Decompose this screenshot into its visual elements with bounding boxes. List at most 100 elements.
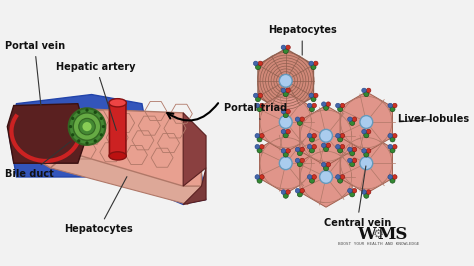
Circle shape — [286, 45, 290, 50]
Circle shape — [281, 149, 286, 153]
Text: Hepatocytes: Hepatocytes — [268, 26, 337, 55]
Circle shape — [311, 64, 316, 70]
Circle shape — [307, 144, 312, 149]
Circle shape — [366, 88, 371, 93]
Circle shape — [73, 113, 101, 140]
Circle shape — [255, 97, 261, 102]
Polygon shape — [73, 145, 197, 205]
Circle shape — [366, 129, 371, 134]
Circle shape — [307, 103, 312, 108]
Circle shape — [255, 134, 260, 138]
Circle shape — [283, 113, 288, 118]
Polygon shape — [340, 92, 392, 152]
Circle shape — [364, 152, 369, 157]
Circle shape — [337, 137, 343, 142]
Text: Portal vein: Portal vein — [5, 41, 65, 106]
Circle shape — [326, 102, 330, 106]
Circle shape — [77, 139, 81, 143]
Circle shape — [319, 129, 332, 142]
Circle shape — [255, 64, 261, 70]
Polygon shape — [183, 113, 206, 186]
Circle shape — [283, 193, 288, 198]
Circle shape — [321, 102, 326, 106]
Circle shape — [388, 134, 392, 138]
Circle shape — [350, 161, 355, 167]
Polygon shape — [7, 104, 87, 163]
Circle shape — [323, 147, 328, 152]
Circle shape — [347, 147, 352, 152]
Circle shape — [366, 149, 371, 153]
Circle shape — [286, 109, 290, 114]
Polygon shape — [260, 92, 312, 152]
Circle shape — [254, 93, 258, 98]
Text: Hepatic artery: Hepatic artery — [56, 62, 136, 130]
Circle shape — [283, 92, 288, 97]
Circle shape — [326, 162, 330, 167]
Circle shape — [310, 148, 314, 153]
Circle shape — [258, 61, 263, 66]
Circle shape — [340, 144, 345, 149]
FancyArrowPatch shape — [167, 103, 218, 120]
Circle shape — [260, 144, 264, 149]
Circle shape — [311, 97, 316, 102]
Circle shape — [300, 188, 304, 193]
Circle shape — [340, 103, 345, 108]
Circle shape — [295, 188, 300, 193]
Circle shape — [392, 134, 397, 138]
Circle shape — [340, 175, 345, 179]
Text: Central vein: Central vein — [324, 166, 391, 228]
Circle shape — [297, 161, 302, 167]
Circle shape — [360, 157, 373, 170]
Circle shape — [347, 188, 352, 193]
Circle shape — [310, 178, 314, 183]
Circle shape — [390, 107, 395, 112]
Circle shape — [297, 120, 302, 126]
Circle shape — [362, 88, 366, 93]
Circle shape — [337, 148, 343, 153]
Circle shape — [313, 61, 318, 66]
Circle shape — [257, 178, 262, 183]
Text: Portal triad: Portal triad — [224, 103, 288, 119]
Circle shape — [79, 118, 95, 135]
Circle shape — [390, 178, 395, 183]
Circle shape — [297, 151, 302, 156]
Polygon shape — [183, 172, 206, 205]
Circle shape — [257, 148, 262, 153]
Circle shape — [69, 108, 105, 145]
Circle shape — [388, 175, 392, 179]
Circle shape — [286, 88, 290, 93]
Ellipse shape — [109, 99, 127, 107]
Polygon shape — [340, 133, 392, 193]
Circle shape — [69, 125, 72, 128]
Circle shape — [260, 175, 264, 179]
Circle shape — [309, 61, 313, 66]
Circle shape — [100, 133, 103, 136]
Circle shape — [281, 129, 286, 134]
Circle shape — [102, 125, 105, 128]
Polygon shape — [27, 108, 69, 168]
Polygon shape — [300, 147, 352, 207]
Circle shape — [255, 103, 260, 108]
Circle shape — [286, 190, 290, 194]
Circle shape — [295, 117, 300, 122]
Circle shape — [257, 107, 262, 112]
Polygon shape — [183, 168, 206, 205]
Circle shape — [336, 144, 340, 149]
Circle shape — [310, 107, 314, 112]
Circle shape — [326, 143, 330, 148]
Circle shape — [71, 133, 74, 136]
Circle shape — [281, 109, 286, 114]
Circle shape — [352, 158, 357, 163]
Circle shape — [279, 157, 292, 170]
Circle shape — [283, 133, 288, 138]
Circle shape — [364, 193, 369, 198]
Circle shape — [390, 148, 395, 153]
Circle shape — [255, 175, 260, 179]
Circle shape — [281, 88, 286, 93]
Circle shape — [388, 144, 392, 149]
Circle shape — [312, 144, 317, 149]
Circle shape — [347, 117, 352, 122]
Circle shape — [257, 137, 262, 142]
Circle shape — [307, 175, 312, 179]
Circle shape — [366, 190, 371, 194]
